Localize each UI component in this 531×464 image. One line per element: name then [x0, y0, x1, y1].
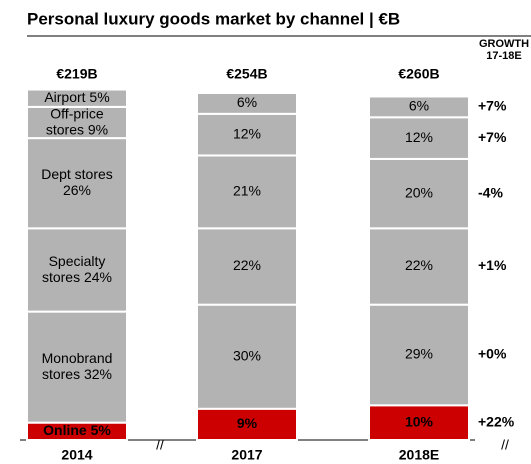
- value-label: Monobrand stores 32%: [42, 350, 113, 382]
- value-label: 29%: [405, 346, 433, 362]
- growth-header: 17-18E: [486, 50, 521, 62]
- value-label: 10%: [405, 413, 434, 429]
- bar-segment: [196, 92, 298, 115]
- bar-segment: [26, 310, 128, 424]
- value-label: Dept stores 26%: [41, 166, 113, 198]
- value-label: 21%: [233, 183, 261, 199]
- axis-break: //: [501, 437, 509, 453]
- bar-segment: [368, 404, 470, 441]
- value-label: 12%: [233, 125, 261, 141]
- value-label: Off-price stores 9%: [46, 105, 108, 137]
- bar-segment: [196, 227, 298, 306]
- growth-label: +0%: [478, 346, 507, 362]
- bar-segment: [196, 303, 298, 410]
- value-label: 22%: [233, 257, 261, 273]
- value-label: Airport 5%: [44, 89, 109, 105]
- value-label: 22%: [405, 257, 433, 273]
- total-label: €260B: [398, 66, 439, 82]
- value-label: 9%: [237, 415, 258, 431]
- bar-segment: [26, 88, 128, 108]
- bar-segment: [196, 407, 298, 441]
- growth-label: +7%: [478, 129, 507, 145]
- axis-break: //: [156, 437, 164, 453]
- bar-segment: [196, 154, 298, 230]
- value-label: 30%: [233, 347, 261, 363]
- bar-segment: [368, 303, 470, 407]
- chart-title: Personal luxury goods market by channel …: [27, 9, 400, 28]
- x-tick-label: 2017: [231, 447, 262, 463]
- bar-segment: [368, 227, 470, 306]
- growth-label: +22%: [478, 413, 515, 429]
- value-label: 12%: [405, 129, 433, 145]
- bar-segment: [26, 105, 128, 140]
- value-label: Specialty stores 24%: [42, 253, 112, 285]
- bar-segment: [26, 227, 128, 313]
- total-label: €219B: [56, 66, 97, 82]
- value-label: 6%: [237, 94, 257, 110]
- growth-header: GROWTH: [479, 38, 529, 50]
- x-tick-label: 2018E: [399, 447, 439, 463]
- bar-segment: [196, 112, 298, 157]
- bar-segment: [368, 95, 470, 119]
- growth-label: +1%: [478, 257, 507, 273]
- growth-label: -4%: [478, 184, 503, 200]
- value-label: 20%: [405, 184, 433, 200]
- value-label: Online 5%: [43, 422, 111, 438]
- x-tick-label: 2014: [61, 447, 92, 463]
- value-label: 6%: [409, 98, 429, 114]
- total-label: €254B: [226, 66, 267, 82]
- growth-label: +7%: [478, 98, 507, 114]
